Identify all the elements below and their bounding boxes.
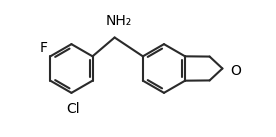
Text: NH₂: NH₂ xyxy=(105,14,132,28)
Text: F: F xyxy=(39,41,47,55)
Text: Cl: Cl xyxy=(66,102,80,116)
Text: O: O xyxy=(230,64,242,78)
